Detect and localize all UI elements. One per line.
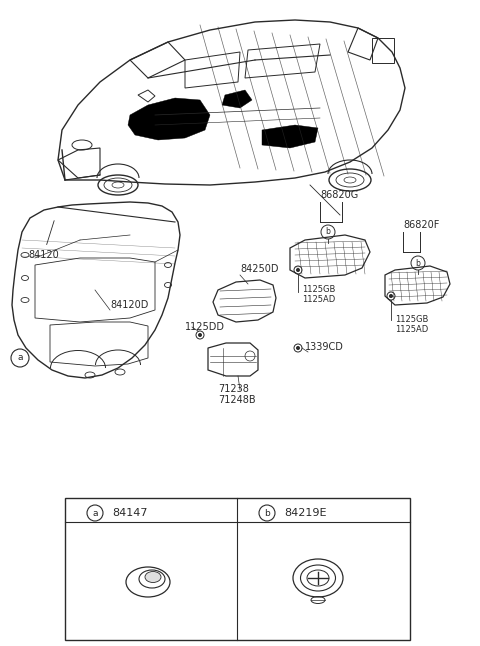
Ellipse shape [145,572,161,583]
Circle shape [296,346,300,350]
Text: 1125DD: 1125DD [185,322,225,332]
Text: 86820G: 86820G [320,190,358,200]
Text: 1125GB: 1125GB [395,315,428,324]
Polygon shape [128,98,210,140]
Circle shape [198,333,202,337]
Text: b: b [264,508,270,517]
Circle shape [389,294,393,298]
Text: 86820F: 86820F [403,220,439,230]
Polygon shape [262,125,318,148]
Bar [65,498,410,640]
Text: b: b [416,258,420,267]
Text: 1125AD: 1125AD [302,295,335,304]
Text: 84120: 84120 [28,221,59,260]
Text: 84120D: 84120D [110,300,148,310]
Text: 1125AD: 1125AD [395,325,428,334]
Circle shape [296,268,300,272]
Text: a: a [17,353,23,362]
Text: 71238: 71238 [218,384,249,394]
Text: 71248B: 71248B [218,395,256,405]
Text: a: a [92,508,98,517]
Text: 1125GB: 1125GB [302,285,336,294]
Text: 84147: 84147 [112,508,147,518]
Bar [372,38,394,63]
Text: b: b [325,227,330,236]
Polygon shape [222,90,252,108]
Text: 84250D: 84250D [240,264,278,274]
Text: 84219E: 84219E [284,508,326,518]
Text: 1339CD: 1339CD [305,342,344,352]
